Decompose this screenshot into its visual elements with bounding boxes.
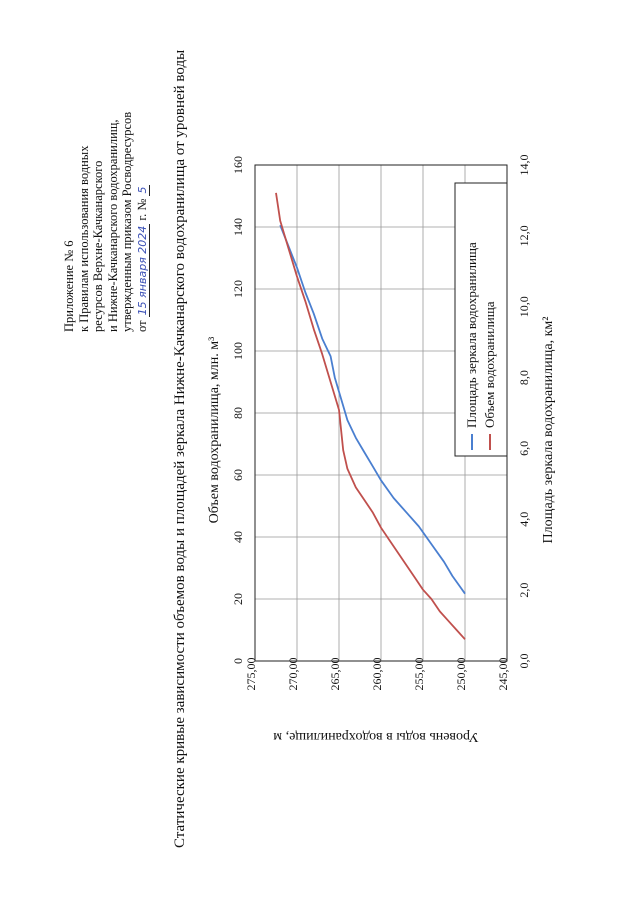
level-tick-4: 265,00: [328, 658, 342, 691]
legend-label-area: Площадь зеркала водохранилища: [464, 242, 479, 428]
area-tick-3: 6,0: [517, 441, 531, 456]
level-tick-2: 255,00: [412, 658, 426, 691]
legend-box: [454, 182, 508, 457]
area-tick-6: 12,0: [517, 225, 531, 246]
level-tick-1: 250,00: [454, 658, 468, 691]
legend-label-volume: Объем водохранилища: [482, 301, 497, 428]
area-axis-label: Площадь зеркала водохранилища, км²: [541, 317, 556, 544]
area-tick-5: 10,0: [517, 296, 531, 317]
volume-axis-label: Объем водохранилища, млн. м³: [207, 337, 222, 524]
volume-tick-8: 160: [231, 156, 245, 174]
area-tick-1: 2,0: [517, 583, 531, 598]
level-tick-labels: 245,00 250,00 255,00 260,00 265,00 270,00 275,…: [244, 658, 510, 691]
chart-series: [275, 192, 466, 640]
level-tick-0: 245,00: [496, 658, 510, 691]
area-tick-2: 4,0: [517, 512, 531, 527]
volume-tick-6: 120: [231, 280, 245, 298]
level-axis-label: Уровень воды в водохранилище, м: [273, 729, 479, 744]
volume-tick-0: 0: [231, 658, 245, 664]
volume-tick-3: 60: [231, 469, 245, 481]
area-tick-0: 0,0: [517, 654, 531, 669]
series-line-area: [279, 224, 466, 595]
volume-tick-labels: 0 20 40 60 80 100 120 140 160: [231, 156, 245, 664]
legend: Площадь зеркала водохранилища Объем водо…: [454, 182, 508, 457]
area-tick-labels: 0,0 2,0 4,0 6,0 8,0 10,0 12,0 14,0: [517, 155, 531, 669]
level-tick-3: 260,00: [370, 658, 384, 691]
volume-tick-5: 100: [231, 342, 245, 360]
area-tick-4: 8,0: [517, 370, 531, 385]
series-line-volume: [275, 192, 466, 640]
volume-tick-2: 40: [231, 531, 245, 543]
volume-tick-1: 20: [231, 593, 245, 605]
level-tick-6: 275,00: [244, 658, 258, 691]
level-tick-5: 270,00: [286, 658, 300, 691]
area-tick-7: 14,0: [517, 155, 531, 176]
volume-tick-4: 80: [231, 407, 245, 419]
volume-tick-7: 140: [231, 218, 245, 236]
